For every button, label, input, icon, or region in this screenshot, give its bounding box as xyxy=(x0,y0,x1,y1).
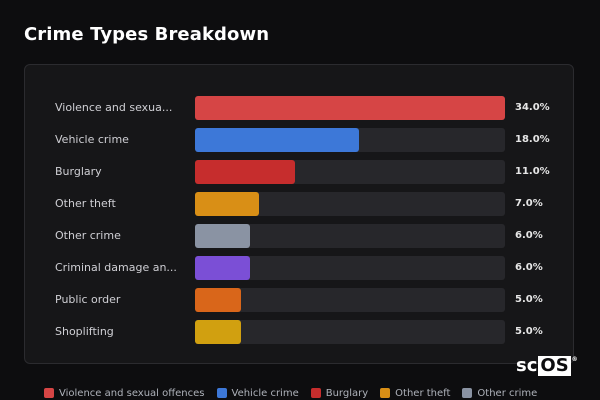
bar-row: Other theft 7.0% xyxy=(25,192,573,216)
bar-track xyxy=(195,128,505,152)
category-label: Other theft xyxy=(55,197,116,210)
legend-swatch xyxy=(462,388,473,398)
value-label: 5.0% xyxy=(515,294,543,305)
bar-track xyxy=(195,320,505,344)
legend-item: Other crime xyxy=(462,388,537,399)
chart-card: Violence and sexua... 34.0% Vehicle crime 1… xyxy=(24,64,574,364)
legend-label: Vehicle crime xyxy=(231,387,299,399)
bar-row: Shoplifting 5.0% xyxy=(25,320,573,344)
bar xyxy=(195,320,241,344)
value-label: 7.0% xyxy=(515,198,543,209)
value-label: 6.0% xyxy=(515,230,543,241)
bar-row: Vehicle crime 18.0% xyxy=(25,128,573,152)
legend-label: Violence and sexual offences xyxy=(59,387,205,399)
bar-row: Burglary 11.0% xyxy=(25,160,573,184)
bar xyxy=(195,192,259,216)
bar-row: Other crime 6.0% xyxy=(25,224,573,248)
bar xyxy=(195,128,359,152)
bar xyxy=(195,96,505,120)
bar-track xyxy=(195,288,505,312)
legend-label: Other crime xyxy=(477,387,538,399)
legend-swatch xyxy=(310,388,321,398)
category-label: Violence and sexua... xyxy=(55,101,173,114)
value-label: 18.0% xyxy=(515,134,550,145)
bar-track xyxy=(195,160,505,184)
logo-registered-mark: ® xyxy=(571,356,578,363)
category-label: Public order xyxy=(55,293,121,306)
logo-text: sc xyxy=(516,355,538,376)
chart-title: Crime Types Breakdown xyxy=(24,24,270,45)
legend-swatch xyxy=(44,388,54,398)
legend-swatch xyxy=(380,388,391,398)
category-label: Other crime xyxy=(55,229,121,242)
value-label: 34.0% xyxy=(515,102,550,113)
value-label: 6.0% xyxy=(515,262,543,273)
bar xyxy=(195,224,250,248)
legend-swatch xyxy=(216,388,227,398)
legend-item: Vehicle crime xyxy=(216,387,299,399)
bar-row: Public order 5.0% xyxy=(25,288,573,312)
category-label: Vehicle crime xyxy=(55,133,129,146)
bar xyxy=(195,288,241,312)
brand-logo: sc OS ® xyxy=(516,356,578,376)
chart-legend: Violence and sexual offences Vehicle crim… xyxy=(44,386,537,400)
bar xyxy=(195,256,250,280)
logo-box-text: OS xyxy=(538,355,571,376)
bar-track xyxy=(195,192,505,216)
bar-row: Violence and sexua... 34.0% xyxy=(25,96,573,120)
value-label: 11.0% xyxy=(515,166,550,177)
bar-track xyxy=(195,96,505,120)
legend-label: Other theft xyxy=(395,387,451,399)
value-label: 5.0% xyxy=(515,326,543,337)
category-label: Shoplifting xyxy=(55,325,114,338)
legend-item: Burglary xyxy=(310,387,369,399)
bar-row: Criminal damage an... 6.0% xyxy=(25,256,573,280)
category-label: Burglary xyxy=(55,165,102,178)
legend-label: Burglary xyxy=(325,387,369,399)
legend-item: Violence and sexual offences xyxy=(44,388,205,399)
bar xyxy=(195,160,295,184)
legend-item: Other theft xyxy=(380,388,450,399)
bar-track xyxy=(195,224,505,248)
category-label: Criminal damage an... xyxy=(55,261,177,274)
bar-track xyxy=(195,256,505,280)
